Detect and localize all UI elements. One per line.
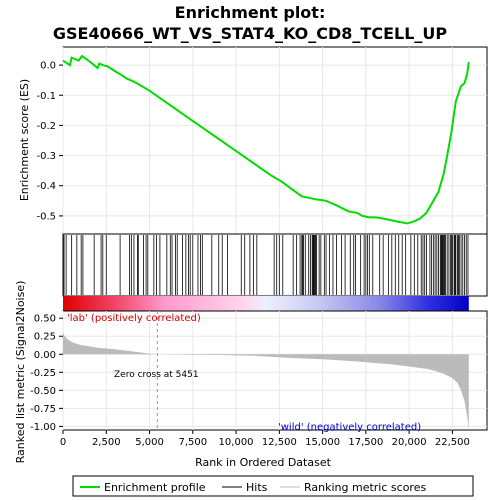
es-tick-label: -0.3 — [36, 151, 56, 162]
x-tick-label: 12,500 — [262, 437, 297, 448]
rank-colorbar — [63, 296, 469, 311]
x-tick-label: 2,500 — [92, 437, 121, 448]
chart-title-line1: Enrichment plot: — [175, 3, 326, 22]
metric-tick-label: -1.00 — [30, 422, 56, 433]
x-tick-label: 20,000 — [392, 437, 427, 448]
es-tick-label: -0.4 — [36, 181, 56, 192]
es-curve — [62, 54, 470, 225]
metric-area — [63, 332, 469, 430]
es-tick-label: 0.0 — [40, 61, 56, 72]
es-tick-label: -0.1 — [36, 91, 56, 102]
hit-marks — [63, 235, 469, 295]
metric-tick-label: -0.50 — [30, 386, 56, 397]
metric-tick-label: 0.25 — [34, 332, 56, 343]
legend: Enrichment profile Hits Ranking metric s… — [72, 475, 474, 497]
metric-panel: 0.50 0.25 0.00 -0.25 -0.50 -0.75 -1.00 'lab' (… — [30, 310, 488, 433]
es-panel: 0.0 -0.1 -0.2 -0.3 -0.4 -0.5 — [36, 46, 488, 235]
positive-label: 'lab' (positively correlated) — [67, 313, 201, 324]
x-tick-label: 17,500 — [348, 437, 383, 448]
colorbar-gradient — [63, 296, 469, 311]
es-tick-label: -0.5 — [36, 211, 56, 222]
metric-y-axis-label: Ranked list metric (Signal2Noise) — [14, 281, 27, 464]
legend-label-hits: Hits — [246, 481, 268, 494]
es-y-ticks: 0.0 -0.1 -0.2 -0.3 -0.4 -0.5 — [36, 61, 63, 222]
x-tick-label: 10,000 — [219, 437, 254, 448]
metric-tick-label: -0.25 — [30, 368, 56, 379]
hits-panel-frame — [62, 233, 488, 297]
legend-box — [72, 475, 474, 497]
zero-cross-label: Zero cross at 5451 — [114, 370, 199, 380]
metric-panel-frame — [62, 310, 488, 431]
metric-y-ticks: 0.50 0.25 0.00 -0.25 -0.50 -0.75 -1.00 — [30, 314, 63, 433]
es-grid — [62, 47, 487, 234]
x-axis-ticks: 0 2,500 5,000 7,500 10,000 12,500 15,000 17,500… — [60, 430, 470, 448]
x-tick-label: 22,500 — [435, 437, 470, 448]
x-tick-label: 15,000 — [305, 437, 340, 448]
es-y-axis-label: Enrichment score (ES) — [18, 79, 31, 201]
chart-title-line2: GSE40666_WT_VS_STAT4_KO_CD8_TCELL_UP — [53, 24, 448, 43]
x-tick-label: 7,500 — [178, 437, 207, 448]
negative-label: 'wild' (negatively correlated) — [278, 422, 421, 433]
es-tick-label: -0.2 — [36, 121, 56, 132]
x-tick-label: 0 — [60, 437, 66, 448]
legend-label-ranking: Ranking metric scores — [304, 481, 426, 494]
hits-panel — [62, 233, 488, 297]
x-tick-label: 5,000 — [135, 437, 164, 448]
legend-label-enrichment: Enrichment profile — [104, 481, 206, 494]
x-axis-label: Rank in Ordered Dataset — [195, 456, 332, 469]
metric-tick-label: 0.50 — [34, 314, 56, 325]
metric-tick-label: 0.00 — [34, 350, 56, 361]
metric-tick-label: -0.75 — [30, 404, 56, 415]
es-panel-frame — [62, 46, 488, 235]
